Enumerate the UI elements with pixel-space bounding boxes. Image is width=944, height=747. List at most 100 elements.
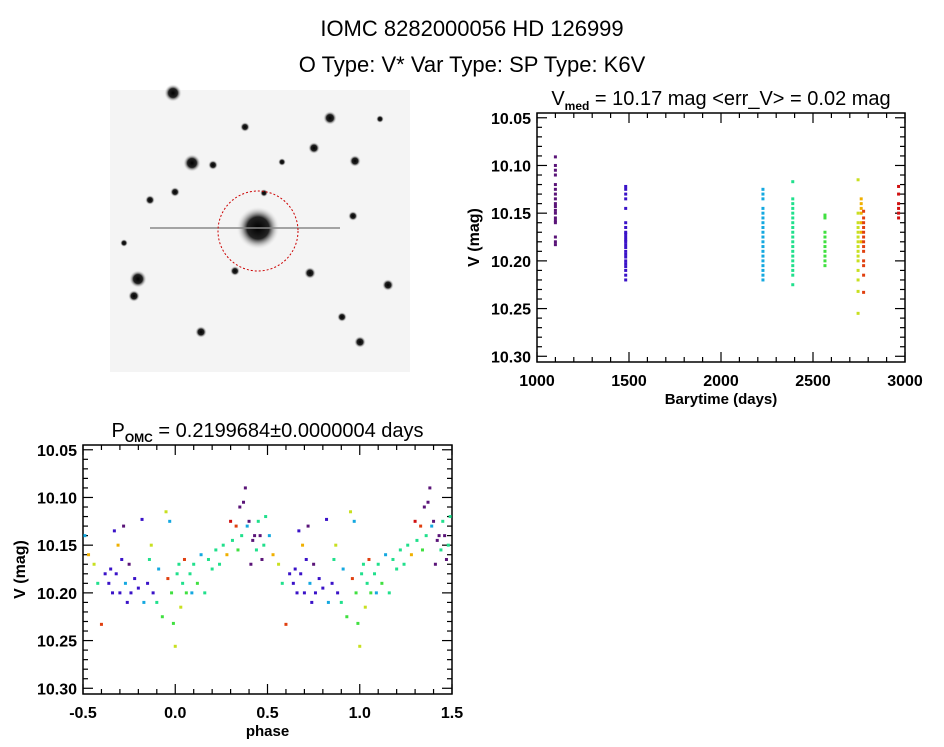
data-point [299,572,303,576]
data-point [249,562,253,566]
data-point [624,225,628,229]
data-point [624,235,628,239]
data-point [862,209,866,213]
data-point [791,211,795,215]
data-point [184,591,188,595]
data-point [129,591,133,595]
data-point [125,600,129,604]
data-point [142,600,146,604]
data-point [443,534,447,538]
x-tick-label: 3000 [887,373,923,390]
star [128,290,140,302]
data-point [791,264,795,268]
title-main: V [551,88,565,110]
data-point [859,211,863,215]
data-point [823,213,827,217]
data-point [553,216,557,220]
data-point [336,591,340,595]
target-aperture-circle [217,190,299,272]
data-point [624,184,628,188]
data-point [199,553,203,557]
title-subscript: med [565,99,590,113]
data-point [862,240,866,244]
data-point [166,577,170,581]
data-point [624,221,628,225]
data-point [310,600,314,604]
y-tick-label: 10.20 [37,586,77,603]
data-point [151,591,155,595]
data-point [229,519,233,523]
data-point [140,517,144,521]
data-point [146,581,150,585]
data-point [791,235,795,239]
data-point [203,591,207,595]
data-point [439,548,443,552]
star [129,270,147,288]
data-point [149,543,153,547]
data-point [123,581,127,585]
data-point [284,622,288,626]
data-point [897,206,901,210]
data-point [120,557,124,561]
data-point [761,187,765,191]
data-point [164,510,168,514]
data-point [247,519,251,523]
data-point [791,254,795,258]
data-point [761,249,765,253]
star [240,122,250,132]
data-point [856,221,860,225]
data-point [358,644,362,648]
star [354,336,366,348]
data-point [87,553,91,557]
data-point [103,572,107,576]
data-point [823,230,827,234]
data-point [433,562,437,566]
data-point [83,534,87,538]
data-point [553,202,557,206]
data-point [155,600,159,604]
data-point [897,192,901,196]
star [170,187,180,197]
plot-frame [536,112,906,363]
data-point [210,567,214,571]
data-point [791,249,795,253]
data-point [791,206,795,210]
data-point [398,548,402,552]
data-point [761,245,765,249]
data-point [435,538,439,542]
data-point [553,183,557,187]
data-point [345,615,349,619]
data-point [624,230,628,234]
data-point [823,259,827,263]
y-tick-label: 10.05 [491,111,531,128]
star [164,84,182,102]
data-point [240,534,244,538]
data-point [302,591,306,595]
x-axis-label: Barytime (days) [665,391,778,408]
data-point [624,246,628,250]
data-point [791,225,795,229]
x-tick-label: 1.0 [349,705,371,722]
data-point [350,577,354,581]
data-point [624,243,628,247]
star [349,155,361,167]
data-point [761,273,765,277]
data-point [441,519,445,523]
data-point [553,187,557,191]
y-tick-label: 10.20 [491,254,531,271]
data-point [761,192,765,196]
data-point [856,254,860,258]
star [382,279,394,291]
plot-title: POMC = 0.2199684±0.0000004 days [112,420,424,445]
star [323,111,337,125]
data-point [859,240,863,244]
x-tick-label: 1000 [519,373,555,390]
data-point [761,264,765,268]
data-point [218,562,222,566]
data-point [107,581,111,585]
data-point [179,605,183,609]
data-point [251,538,255,542]
data-point [304,557,308,561]
data-point [297,529,301,533]
sky-image [110,84,410,372]
